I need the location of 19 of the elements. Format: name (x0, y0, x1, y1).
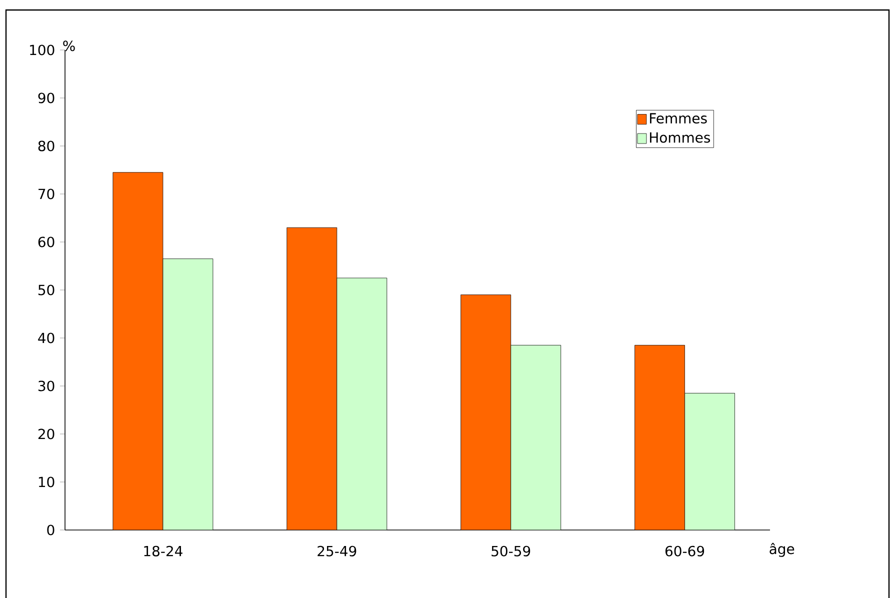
y-tick-label: 70 (38, 188, 54, 200)
y-tick-label: 90 (38, 92, 54, 104)
x-tick-label: 50-59 (492, 546, 530, 556)
legend-label: Femmes (650, 113, 707, 124)
y-tick-label: 100 (30, 44, 54, 56)
y-tick-label: 30 (38, 380, 54, 392)
y-tick-label: 0 (47, 524, 54, 536)
y-tick-label: 20 (38, 428, 54, 440)
x-axis-title: âge (770, 542, 794, 557)
y-tick-label: 60 (38, 236, 54, 248)
legend-label: Hommes (650, 132, 710, 143)
x-tick-label: 60-69 (665, 546, 704, 556)
y-tick-label: 80 (38, 140, 54, 152)
y-tick-label: 40 (38, 332, 54, 344)
y-tick-label: 50 (38, 284, 54, 296)
x-tick-label: 25-49 (318, 546, 356, 556)
y-tick-label: 10 (38, 476, 54, 488)
y-axis-title: % (63, 40, 75, 52)
x-tick-label: 18-24 (144, 546, 182, 556)
